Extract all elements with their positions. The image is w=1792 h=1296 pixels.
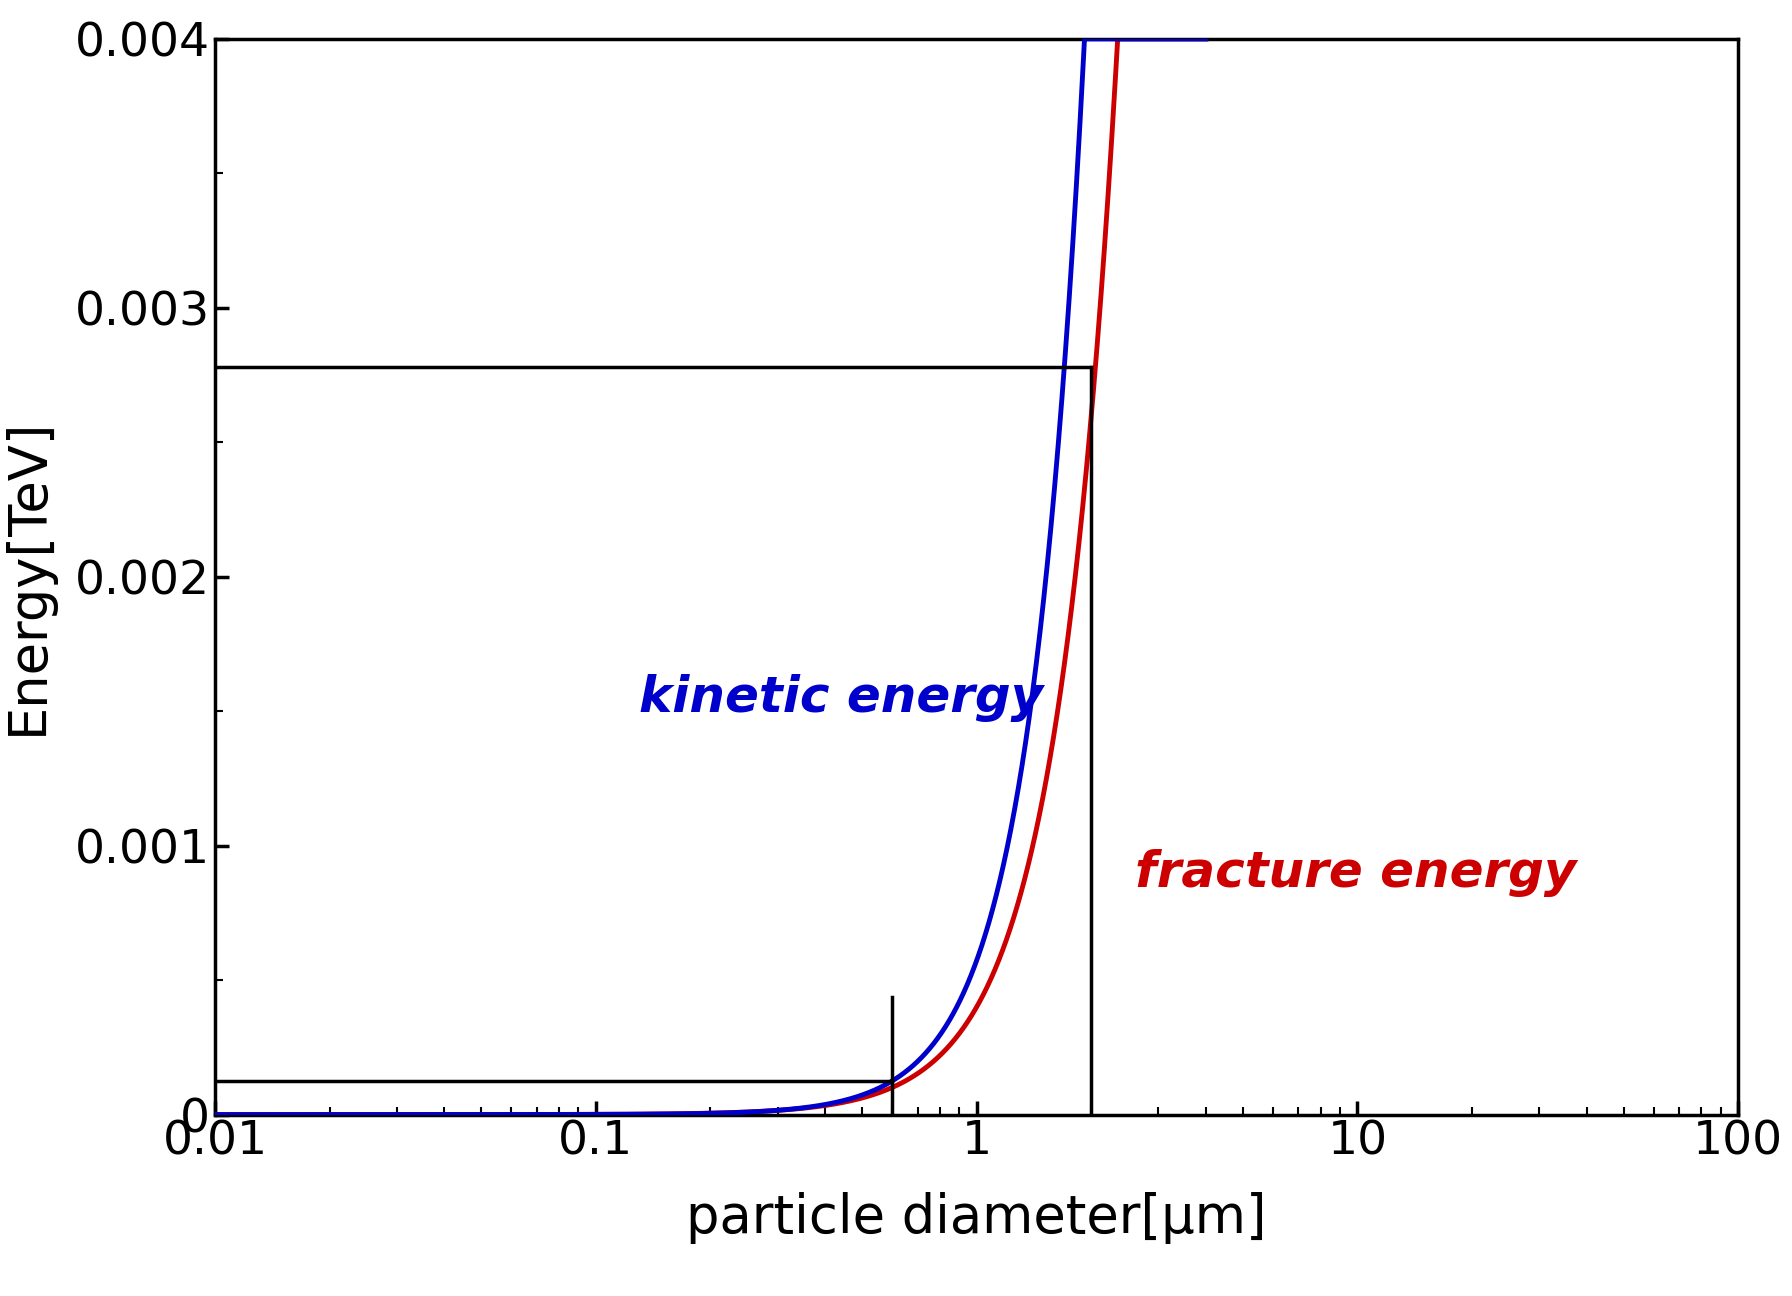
X-axis label: particle diameter[μm]: particle diameter[μm] [686,1192,1267,1244]
Text: fracture energy: fracture energy [1134,849,1577,897]
Text: kinetic energy: kinetic energy [640,674,1043,722]
Y-axis label: Energy[TeV]: Energy[TeV] [2,419,54,735]
